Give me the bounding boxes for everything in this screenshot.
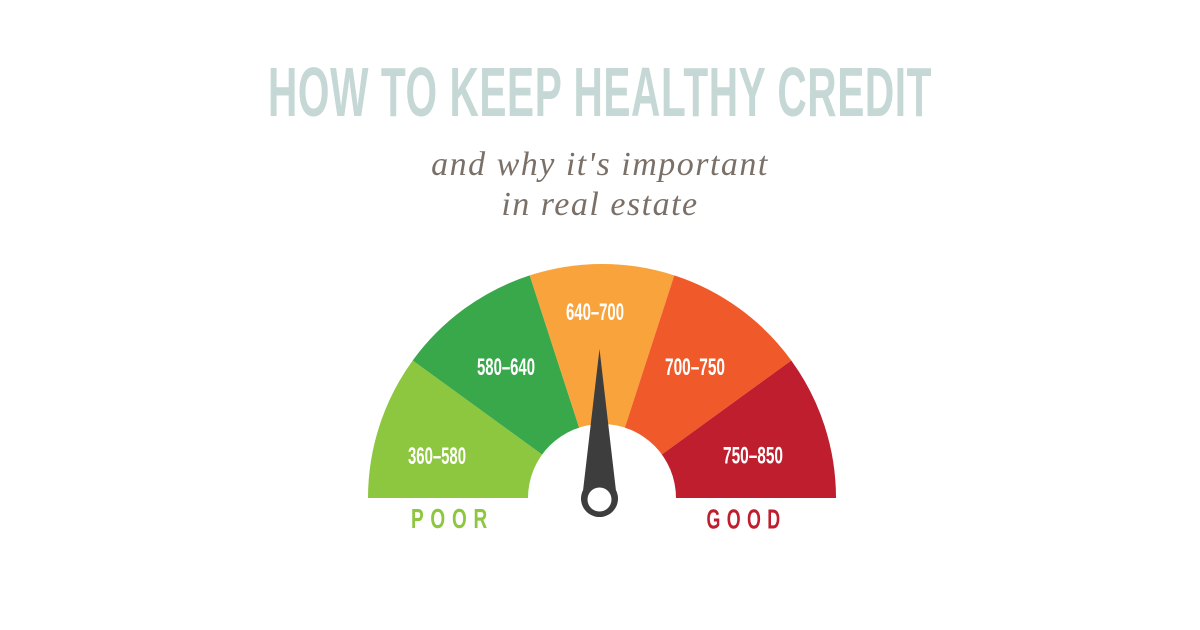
segment-label-700-750: 700–750 — [665, 354, 725, 381]
poor-label: POOR — [411, 503, 494, 534]
segment-label-640-700: 640–700 — [566, 299, 624, 326]
gauge-needle — [581, 349, 618, 518]
good-label: GOOD — [707, 504, 787, 535]
segment-label-360-580: 360–580 — [408, 443, 466, 470]
subtitle-line-1: and why it's important — [431, 146, 769, 183]
page-title: HOW TO KEEP HEALTHY CREDIT — [268, 53, 932, 131]
needle-hub-hole — [587, 487, 612, 512]
segment-label-750-850: 750–850 — [723, 443, 783, 470]
page-subtitle: and why it's important in real estate — [0, 145, 1200, 225]
segment-label-580-640: 580–640 — [477, 354, 535, 381]
subtitle-line-2: in real estate — [501, 186, 699, 223]
